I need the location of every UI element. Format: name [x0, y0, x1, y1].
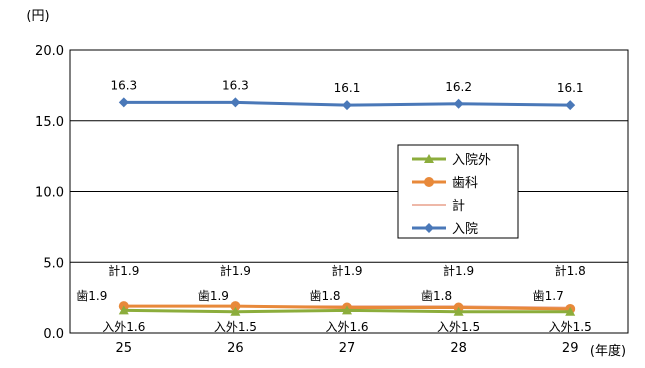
data-label-kei: 計1.9 — [108, 263, 139, 278]
data-label-kei: 計1.9 — [443, 263, 474, 278]
legend-marker-nyuingai — [424, 154, 434, 163]
data-label-nyuingai: 入外1.6 — [102, 320, 145, 334]
legend-marker-shika — [424, 177, 434, 187]
data-label-nyuingai: 入外1.5 — [437, 320, 480, 334]
data-label-kei: 計1.8 — [555, 263, 586, 278]
legend-label-nyuingai: 入院外 — [452, 153, 491, 168]
data-label-nyuin: 16.3 — [222, 78, 249, 92]
legend-label-nyuin: 入院 — [452, 222, 478, 237]
data-label-nyuin: 16.1 — [557, 81, 584, 95]
legend-label-shika: 歯科 — [452, 176, 478, 191]
y-tick-label: 20.0 — [35, 44, 64, 59]
data-point-nyuingai — [118, 305, 129, 315]
data-point-nyuingai — [453, 306, 464, 316]
legend-label-kei: 計 — [452, 198, 465, 214]
data-label-kei: 計1.9 — [220, 263, 251, 278]
y-tick-label: 5.0 — [43, 256, 64, 271]
data-point-nyuingai — [565, 306, 576, 316]
x-tick-label: 25 — [116, 341, 133, 356]
x-tick-label: 26 — [227, 341, 244, 356]
data-label-shika: 歯1.9 — [76, 289, 107, 303]
data-label-nyuingai: 入外1.5 — [214, 320, 257, 334]
x-tick-label: 27 — [339, 341, 356, 356]
data-point-nyuin — [453, 98, 464, 109]
data-point-shika — [230, 301, 241, 312]
data-label-nyuin: 16.3 — [110, 78, 137, 92]
data-label-shika: 歯1.8 — [421, 289, 452, 303]
y-axis-unit: (円) — [26, 9, 49, 24]
data-point-nyuin — [230, 97, 241, 108]
data-label-nyuingai: 入外1.5 — [549, 320, 592, 334]
legend-marker-nyuin — [424, 223, 434, 233]
data-label-nyuin: 16.2 — [445, 80, 472, 94]
y-tick-label: 15.0 — [35, 115, 64, 130]
data-label-kei: 計1.9 — [331, 263, 362, 278]
x-tick-label: 28 — [450, 341, 467, 356]
y-tick-label: 0.0 — [43, 327, 64, 342]
data-point-nyuingai — [230, 306, 241, 316]
data-label-shika: 歯1.8 — [309, 289, 340, 303]
data-point-nyuin — [565, 100, 576, 111]
data-point-nyuingai — [342, 305, 352, 315]
data-label-shika: 歯1.9 — [198, 289, 229, 303]
data-label-shika: 歯1.7 — [533, 289, 564, 303]
data-label-nyuin: 16.1 — [334, 81, 361, 95]
y-tick-label: 10.0 — [35, 186, 64, 201]
x-axis-unit: (年度) — [590, 343, 626, 359]
x-tick-label: 29 — [562, 341, 579, 356]
data-point-nyuin — [342, 100, 352, 111]
data-point-nyuin — [118, 97, 129, 108]
data-label-nyuingai: 入外1.6 — [325, 320, 368, 334]
